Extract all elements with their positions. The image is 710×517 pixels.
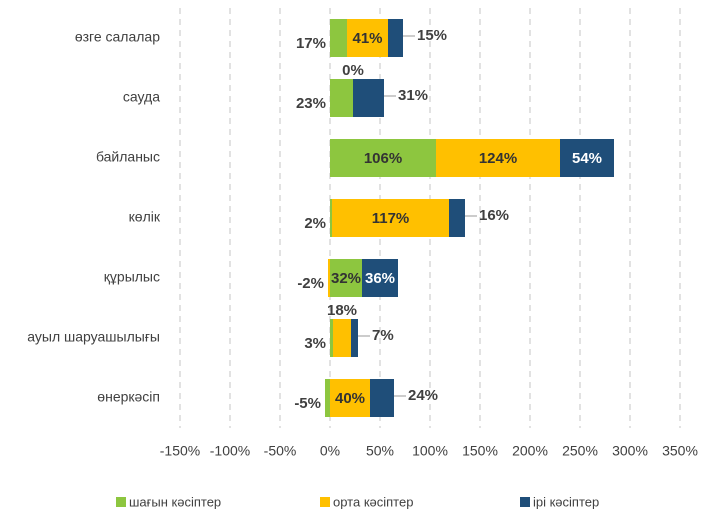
data-label: 117% [372,210,410,227]
bar-segment [333,319,351,357]
bar-segment [328,259,330,297]
legend-label: ірі кәсіптер [533,494,599,509]
x-tick-label: 150% [462,443,498,459]
data-label: 106% [364,150,402,167]
x-tick-label: 50% [366,443,394,459]
data-label: 124% [479,150,517,167]
bar-segment [330,259,362,297]
data-label: 2% [304,215,326,232]
bar-segment [325,379,330,417]
bar-segment [560,139,614,177]
data-label: 32% [331,270,361,287]
legend-label: шағын кәсіптер [129,494,221,509]
bar-segment [330,379,370,417]
x-tick-label: 350% [662,443,698,459]
data-label: 31% [398,87,428,104]
y-tick-label: сауда [123,89,160,105]
data-label: -2% [297,275,324,292]
legend-swatch [116,497,126,507]
data-label: 3% [304,335,326,352]
y-tick-label: өзге салалар [75,29,160,45]
bar-segment [436,139,560,177]
data-label: 54% [572,150,602,167]
y-tick-label: ауыл шаруашылығы [27,329,160,345]
y-tick-label: байланыс [96,149,160,165]
x-tick-label: 300% [612,443,648,459]
y-tick-label: көлік [129,209,161,225]
data-label: 15% [417,27,447,44]
y-tick-label: өнеркәсіп [97,389,160,405]
bar-segment [330,319,333,357]
bar-segment [330,79,353,117]
legend-label: орта кәсіптер [333,494,413,509]
data-label: 17% [296,35,326,52]
data-label: 41% [352,30,382,47]
bar-segment [449,199,465,237]
legend-swatch [520,497,530,507]
data-label: 18% [327,302,357,319]
x-tick-label: 0% [320,443,340,459]
data-label: 7% [372,327,394,344]
data-label: 24% [408,387,438,404]
x-tick-label: -150% [160,443,200,459]
data-label: 16% [479,207,509,224]
data-label: -5% [294,395,321,412]
x-tick-label: -100% [210,443,250,459]
legend-swatch [320,497,330,507]
bar-segment [347,19,388,57]
data-label: 23% [296,95,326,112]
x-tick-label: 100% [412,443,448,459]
bar-segment [330,139,436,177]
x-tick-label: -50% [264,443,297,459]
bar-segment [332,199,449,237]
bar-segment [351,319,358,357]
data-label: 40% [335,390,365,407]
x-tick-label: 200% [512,443,548,459]
bar-segment [330,19,347,57]
x-tick-label: 250% [562,443,598,459]
bar-segment [370,379,394,417]
bar-segment [353,79,384,117]
bar-segment [330,199,332,237]
data-label: 0% [342,62,364,79]
y-tick-label: құрылыс [104,269,160,285]
bar-segment [388,19,403,57]
data-label: 36% [365,270,395,287]
bar-segment [362,259,398,297]
